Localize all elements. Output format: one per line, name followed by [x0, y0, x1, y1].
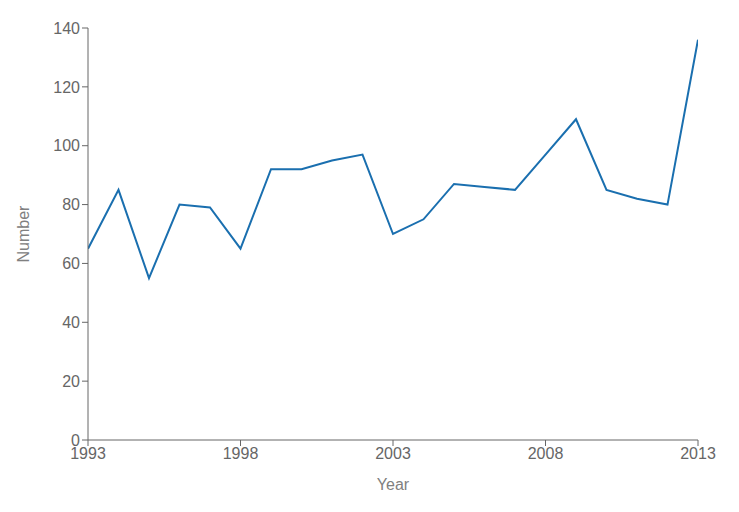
svg-text:2008: 2008 [528, 445, 564, 462]
svg-text:100: 100 [53, 137, 80, 154]
svg-text:20: 20 [62, 373, 80, 390]
svg-text:2013: 2013 [680, 445, 716, 462]
svg-text:2003: 2003 [375, 445, 411, 462]
svg-text:0: 0 [71, 432, 80, 449]
svg-text:Number: Number [15, 205, 32, 263]
svg-text:60: 60 [62, 255, 80, 272]
svg-text:1993: 1993 [70, 445, 106, 463]
svg-text:40: 40 [62, 314, 80, 331]
svg-text:Year: Year [377, 476, 410, 493]
svg-text:140: 140 [53, 20, 80, 37]
svg-text:80: 80 [62, 196, 80, 213]
svg-text:1998: 1998 [223, 445, 259, 462]
svg-text:120: 120 [53, 79, 80, 96]
